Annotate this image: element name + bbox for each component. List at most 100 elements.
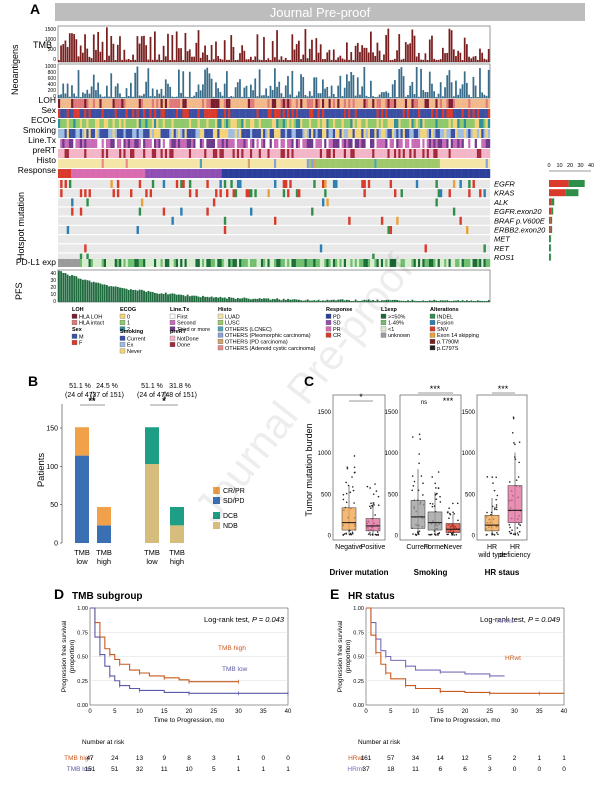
sex-cell [470, 109, 473, 118]
response-cell [413, 169, 417, 178]
mutation-mark [64, 180, 67, 188]
response-cell [308, 169, 312, 178]
sex-cell [250, 109, 253, 118]
pdl1-cell [204, 259, 207, 267]
neoantigen-bar [431, 83, 433, 98]
km-xtick: 30 [235, 709, 242, 715]
linetx-cell [407, 139, 410, 148]
pdl1-cell [239, 259, 242, 267]
ecog-cell [138, 119, 142, 128]
sex-cell [274, 109, 277, 118]
response-cell [276, 169, 279, 178]
sex-cell [439, 109, 443, 118]
c-point [351, 532, 354, 535]
mutation-mark [452, 180, 456, 188]
tmb-bar [167, 33, 169, 62]
sex-cell [422, 109, 425, 118]
neoantigen-bar [413, 94, 416, 98]
c-point [438, 532, 441, 534]
mutation-mark [136, 226, 139, 234]
pfs-track [57, 269, 491, 303]
tmb-bar [158, 54, 161, 62]
prert-cell [156, 149, 159, 158]
smoking-cell [322, 129, 325, 138]
response-cell [116, 169, 120, 178]
tmb-bar [409, 43, 412, 62]
loh-cell [269, 99, 273, 108]
mutation-mark [236, 180, 240, 188]
ecog-cell [387, 119, 390, 128]
sex-cell [206, 109, 209, 118]
legend-label: INDEL [437, 314, 453, 320]
histo-cell [230, 159, 233, 168]
neoantigen-bar [394, 80, 396, 98]
smoking-cell [413, 129, 417, 138]
legend-label: OTHERS (LCNEC) [225, 327, 272, 333]
response-cell [258, 169, 262, 178]
neoantigen-bar [437, 93, 440, 98]
pfs-bar [444, 300, 447, 302]
tmb-bar [470, 58, 473, 62]
neoantigen-bar [389, 96, 392, 98]
neoantigen-bar [363, 66, 366, 98]
hotspot-row-bg [58, 244, 490, 253]
ecog-cell [455, 119, 458, 128]
pdl1-cell [485, 259, 489, 267]
mutation-mark [380, 216, 384, 225]
sex-cell [156, 109, 159, 118]
response-cell [289, 169, 292, 178]
c-group-title: Driver mutation [329, 568, 388, 577]
tmb-bar [481, 52, 484, 62]
linetx-cell [193, 139, 196, 148]
loh-cell [110, 99, 113, 108]
b-bar-upper [75, 427, 89, 456]
linetx-cell [75, 139, 78, 148]
ecog-cell [396, 119, 399, 128]
smoking-cell [226, 129, 229, 138]
histo-cell [354, 159, 358, 168]
ecog-cell [343, 119, 347, 128]
mutation-mark [116, 180, 120, 188]
smoking-cell [195, 129, 198, 138]
response-cell [254, 169, 257, 178]
tmb-bar [252, 59, 254, 62]
neoantigen-bar [407, 95, 409, 98]
ecog-cell [154, 119, 157, 128]
mutation-mark [151, 180, 155, 188]
c-point [495, 506, 498, 508]
c-point [452, 502, 454, 505]
loh-cell [398, 99, 401, 108]
tmb-bar [448, 28, 451, 62]
response-cell [245, 169, 249, 178]
pfs-bar [199, 297, 202, 302]
pfs-bar [221, 297, 224, 302]
linetx-cell [394, 139, 397, 148]
ecog-cell [267, 119, 270, 128]
smoking-cell [75, 129, 78, 138]
neoantigen-bar [337, 85, 340, 98]
legend-swatch [217, 345, 224, 351]
smoking-cell [411, 129, 414, 138]
c-point [352, 489, 355, 492]
prert-cell [191, 149, 194, 158]
km-xtick: 0 [364, 709, 368, 715]
pdl1-cell [370, 259, 373, 267]
b-sig: * [162, 396, 166, 406]
pdl1-cell [60, 259, 63, 267]
mutation-mark [335, 180, 338, 188]
loh-cell [202, 99, 205, 108]
km-risk-value: 32 [136, 766, 144, 773]
smoking-cell [461, 129, 465, 138]
ecog-cell [394, 119, 397, 128]
linetx-cell [147, 139, 150, 148]
c-point [367, 533, 370, 535]
smoking-cell [328, 129, 331, 138]
linetx-cell [68, 139, 72, 148]
panel-c-letter: C [304, 373, 314, 389]
pfs-bar [147, 290, 150, 302]
ecog-cell [448, 119, 451, 128]
pfs-tick: 40 [50, 271, 56, 277]
pfs-bar [250, 299, 252, 302]
histo-cell [234, 159, 238, 168]
response-cell [75, 169, 78, 178]
